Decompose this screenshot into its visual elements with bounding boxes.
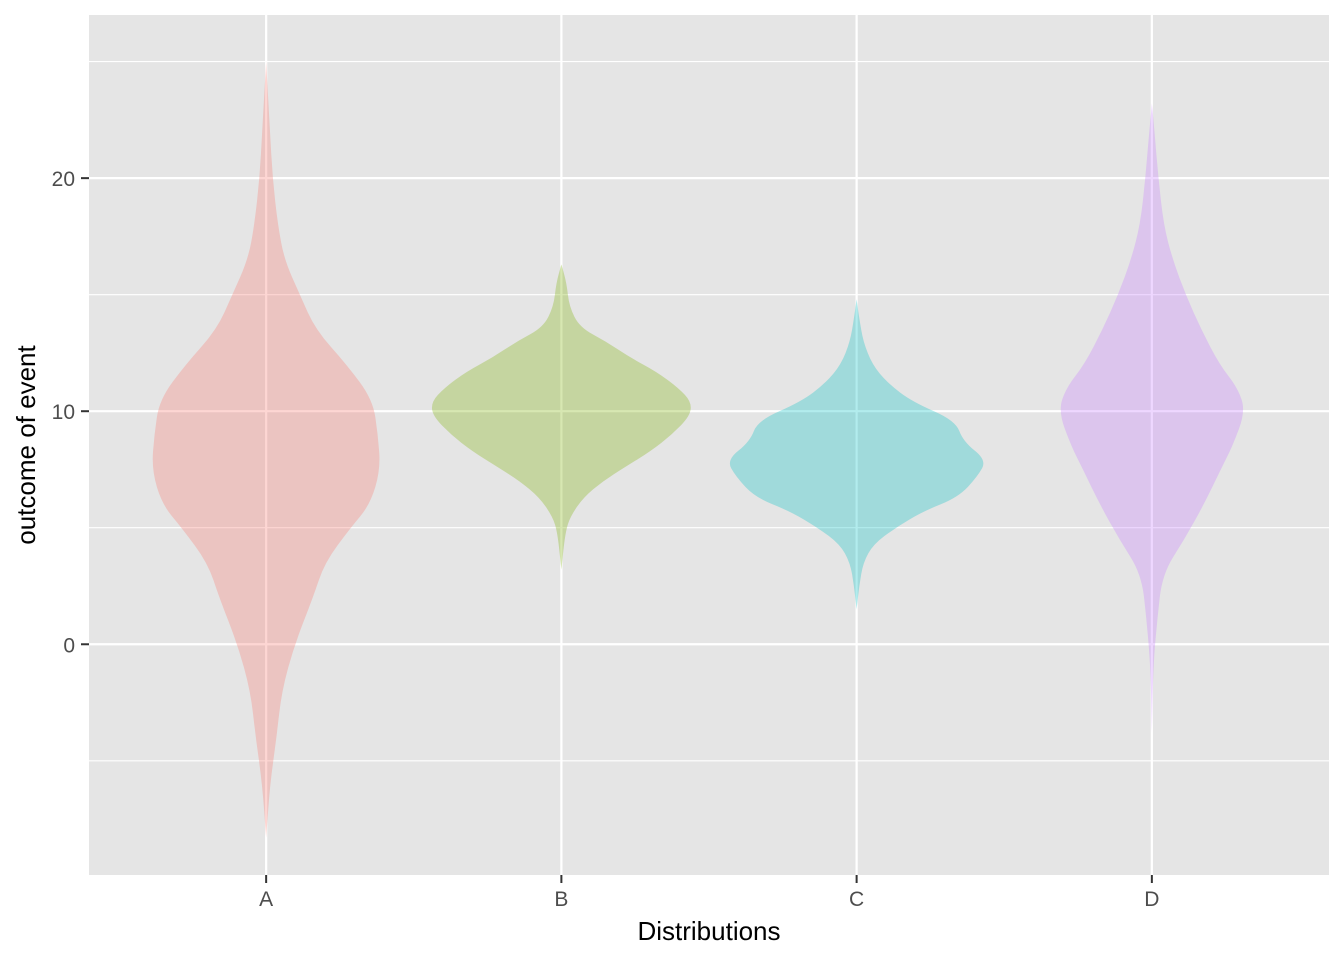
- y-tick-label: 0: [63, 634, 75, 657]
- y-axis-title: outcome of event: [11, 345, 41, 545]
- violin-b: [431, 264, 691, 570]
- plot-panel: [89, 15, 1329, 875]
- violin-a: [152, 61, 380, 838]
- violin-d: [1060, 103, 1244, 733]
- x-tick-label-c: C: [849, 888, 864, 911]
- violin-layer: [152, 61, 1244, 838]
- grid-layer: [89, 15, 1329, 875]
- x-tick-label-d: D: [1144, 888, 1159, 911]
- x-tick-label-a: A: [259, 888, 273, 911]
- x-axis-title: Distributions: [637, 916, 780, 946]
- y-tick-label: 10: [52, 401, 75, 424]
- x-tick-label-b: B: [554, 888, 568, 911]
- violin-c: [729, 299, 984, 610]
- axis-layer: 0 10 20 A B C D: [52, 168, 1160, 911]
- y-tick-label: 20: [52, 168, 75, 191]
